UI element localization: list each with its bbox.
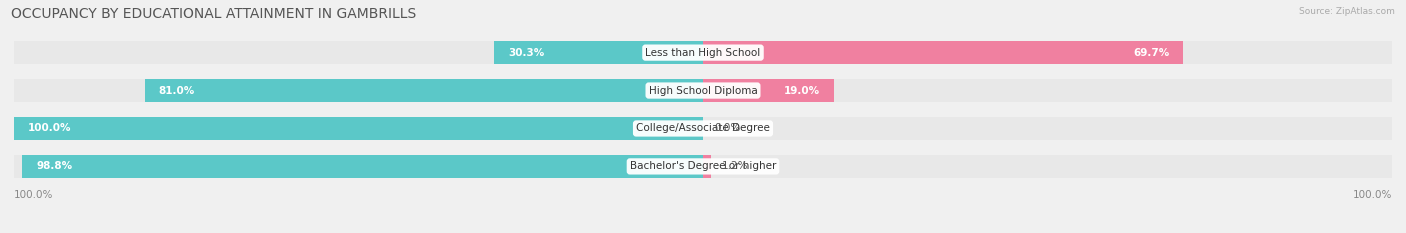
Text: College/Associate Degree: College/Associate Degree xyxy=(636,123,770,134)
Text: 0.0%: 0.0% xyxy=(714,123,741,134)
Text: 98.8%: 98.8% xyxy=(37,161,72,171)
Text: 19.0%: 19.0% xyxy=(785,86,820,96)
Bar xyxy=(703,79,834,102)
Text: 81.0%: 81.0% xyxy=(159,86,195,96)
Bar xyxy=(495,41,703,64)
Text: OCCUPANCY BY EDUCATIONAL ATTAINMENT IN GAMBRILLS: OCCUPANCY BY EDUCATIONAL ATTAINMENT IN G… xyxy=(11,7,416,21)
Bar xyxy=(14,41,1392,64)
Bar xyxy=(22,155,703,178)
Text: 100.0%: 100.0% xyxy=(14,190,53,200)
Bar xyxy=(703,41,1184,64)
Text: 1.2%: 1.2% xyxy=(723,161,749,171)
Text: High School Diploma: High School Diploma xyxy=(648,86,758,96)
Bar xyxy=(14,79,1392,102)
Text: 69.7%: 69.7% xyxy=(1133,48,1170,58)
Bar xyxy=(14,155,1392,178)
Text: 30.3%: 30.3% xyxy=(508,48,544,58)
Bar xyxy=(145,79,703,102)
Text: 100.0%: 100.0% xyxy=(1353,190,1392,200)
Text: Less than High School: Less than High School xyxy=(645,48,761,58)
Text: Source: ZipAtlas.com: Source: ZipAtlas.com xyxy=(1299,7,1395,16)
Text: Bachelor's Degree or higher: Bachelor's Degree or higher xyxy=(630,161,776,171)
Bar xyxy=(14,117,703,140)
Bar xyxy=(703,155,711,178)
Text: 100.0%: 100.0% xyxy=(28,123,72,134)
Bar xyxy=(14,117,1392,140)
